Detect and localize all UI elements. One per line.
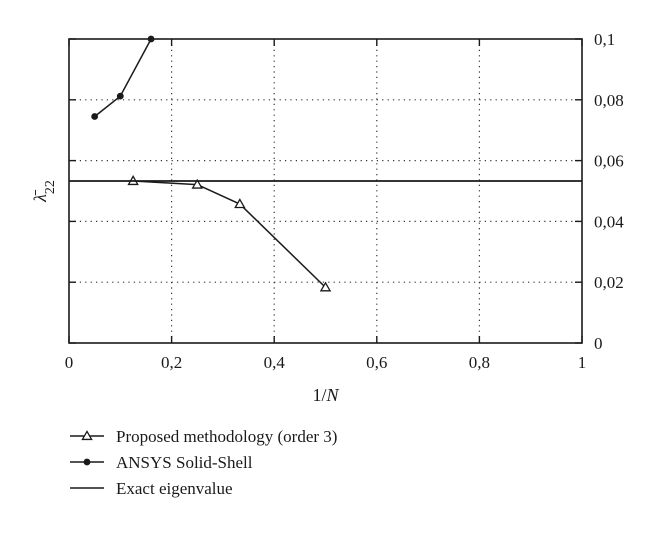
data-point (234, 198, 246, 209)
legend-label: Exact eigenvalue (116, 479, 233, 498)
legend: Proposed methodology (order 3) ANSYS Soli… (70, 427, 337, 498)
series (69, 35, 582, 292)
legend-label: ANSYS Solid-Shell (116, 453, 253, 472)
legend-label: Proposed methodology (order 3) (116, 427, 337, 446)
legend-item: ANSYS Solid-Shell (70, 453, 253, 472)
data-point (147, 35, 155, 43)
plot-frame (68, 38, 583, 344)
series-segment (239, 203, 327, 288)
x-tick-label: 0 (65, 353, 74, 372)
series-segment (94, 95, 121, 118)
x-tick-label: 0,4 (264, 353, 286, 372)
legend-item: Proposed methodology (order 3) (70, 427, 337, 446)
series-segment (196, 183, 241, 205)
data-point (191, 178, 203, 189)
y-tick-label: 0,02 (594, 273, 624, 292)
x-tick-label: 1 (578, 353, 587, 372)
series-segment (119, 38, 152, 97)
y-axis-label: λ̄22 (30, 180, 58, 203)
legend-item: Exact eigenvalue (70, 479, 233, 498)
y-tick-label: 0,06 (594, 152, 624, 171)
grid (69, 39, 582, 343)
x-tick-label: 0,8 (469, 353, 490, 372)
x-tick-label: 0,2 (161, 353, 182, 372)
series-1 (91, 35, 155, 120)
series-0 (127, 175, 332, 292)
y-tick-label: 0,1 (594, 30, 615, 49)
legend-marker (81, 430, 93, 441)
legend-marker (83, 458, 91, 466)
axes: 0 0,2 0,4 0,6 0,8 100,020,040,060,080,11/Nλ̄2… (30, 30, 624, 405)
y-tick-label: 0,08 (594, 91, 624, 110)
data-point (91, 113, 99, 120)
y-tick-label: 0,04 (594, 212, 624, 231)
data-point (319, 281, 332, 292)
x-axis-label: 1/N (312, 385, 339, 405)
y-tick-label: 0 (594, 334, 603, 353)
x-tick-label: 0,6 (366, 353, 387, 372)
data-point (116, 92, 124, 100)
